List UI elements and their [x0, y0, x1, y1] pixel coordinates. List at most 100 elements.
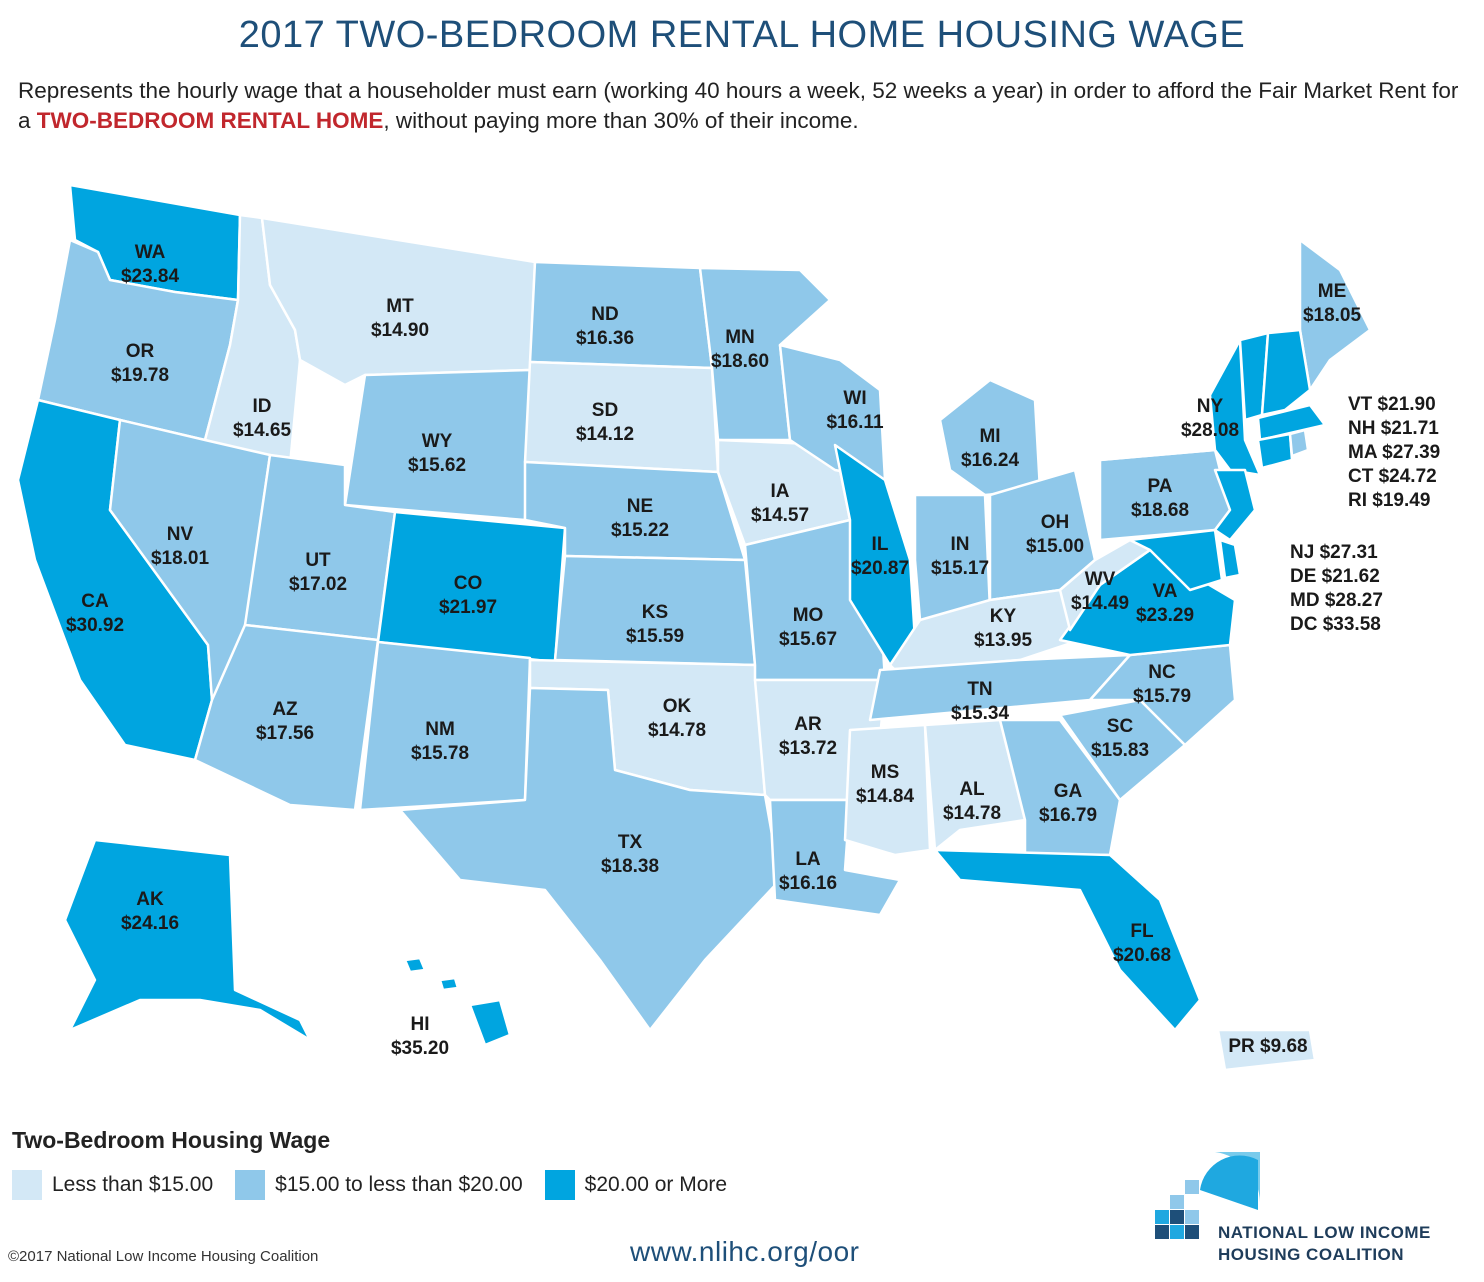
state-abbr-nc: NC — [1148, 662, 1176, 683]
state-abbr-sd: SD — [592, 400, 618, 421]
state-abbr-nv: NV — [167, 524, 194, 545]
state-wage-ny: $28.08 — [1181, 420, 1239, 441]
state-wage-in: $15.17 — [931, 558, 989, 579]
state-wage-nv: $18.01 — [151, 548, 210, 569]
state-shapes — [16, 183, 1372, 1072]
state-abbr-ar: AR — [794, 714, 822, 735]
state-wage-me: $18.05 — [1303, 305, 1362, 326]
state-al — [923, 718, 1027, 852]
state-tx — [398, 686, 782, 1032]
state-wage-mo: $15.67 — [779, 629, 837, 650]
state-wage-ky: $13.95 — [974, 630, 1033, 651]
state-abbr-tx: TX — [618, 832, 643, 853]
state-abbr-pa: PA — [1148, 476, 1173, 497]
midatlantic-list-item: NJ $27.31 — [1290, 542, 1378, 563]
state-abbr-il: IL — [872, 534, 889, 555]
state-abbr-ms: MS — [871, 762, 900, 783]
state-abbr-id: ID — [253, 396, 272, 417]
state-abbr-hi: HI — [411, 1014, 430, 1035]
northeast-list-item: CT $24.72 — [1348, 466, 1437, 487]
state-abbr-tn: TN — [967, 679, 992, 700]
state-ak — [63, 838, 312, 1042]
state-wage-nc: $15.79 — [1133, 686, 1191, 707]
website-link[interactable]: www.nlihc.org/oor — [630, 1236, 860, 1267]
state-nj — [1213, 468, 1257, 542]
state-wage-ks: $15.59 — [626, 626, 684, 647]
state-abbr-la: LA — [795, 849, 821, 870]
state-abbr-ak: AK — [136, 889, 164, 910]
legend-label-high: $20.00 or More — [584, 1173, 728, 1196]
northeast-list-item: RI $19.49 — [1348, 490, 1430, 511]
legend-swatch-low — [12, 1170, 42, 1200]
page-title: 2017 TWO-BEDROOM RENTAL HOME HOUSING WAG… — [238, 14, 1246, 56]
subtitle: Represents the hourly wage that a househ… — [18, 76, 1468, 136]
state-abbr-me: ME — [1318, 281, 1347, 302]
state-wage-az: $17.56 — [256, 723, 314, 744]
state-wage-ok: $14.78 — [648, 720, 706, 741]
state-wage-tx: $18.38 — [601, 856, 659, 877]
state-abbr-va: VA — [1153, 581, 1178, 602]
state-abbr-al: AL — [959, 779, 985, 800]
state-abbr-fl: FL — [1130, 921, 1154, 942]
legend-item-high: $20.00 or More — [544, 1170, 728, 1200]
midatlantic-list-item: DE $21.62 — [1290, 566, 1380, 587]
subtitle-part2: , without paying more than 30% of their … — [383, 108, 859, 133]
legend-swatch-mid — [235, 1170, 266, 1200]
state-abbr-mn: MN — [725, 327, 755, 348]
state-abbr-wi: WI — [843, 388, 866, 409]
state-wage-wv: $14.49 — [1071, 593, 1129, 614]
subtitle-emphasis: TWO-BEDROOM RENTAL HOME — [36, 108, 384, 133]
us-map: WA $23.84 OR $19.78 CA $30.92 ID $14.65 NV $18.01… — [16, 183, 1440, 1072]
state-ma — [1256, 403, 1327, 442]
northeast-list-item: MA $27.39 — [1348, 442, 1440, 463]
state-sd — [523, 360, 720, 474]
state-abbr-ks: KS — [642, 602, 668, 623]
state-wage-la: $16.16 — [779, 873, 837, 894]
state-wage-pa: $18.68 — [1131, 500, 1189, 521]
state-abbr-ne: NE — [627, 496, 653, 517]
state-wage-ar: $13.72 — [779, 738, 837, 759]
state-abbr-co: CO — [454, 573, 483, 594]
org-line2: HOUSING COALITION — [1218, 1245, 1405, 1264]
state-abbr-in: IN — [951, 534, 970, 555]
state-abbr-nm: NM — [425, 719, 455, 740]
state-wage-id: $14.65 — [233, 420, 292, 441]
legend-item-mid: $15.00 to less than $20.00 — [235, 1170, 523, 1200]
state-nh — [1260, 328, 1312, 417]
state-abbr-oh: OH — [1041, 512, 1070, 533]
state-wage-mi: $16.24 — [961, 450, 1020, 471]
state-abbr-ut: UT — [305, 550, 331, 571]
state-wage-ia: $14.57 — [751, 505, 809, 526]
subtitle-part1: Represents the hourly wage that a househ… — [18, 78, 1459, 133]
state-ms — [843, 723, 932, 857]
legend-item-low: Less than $15.00 — [12, 1170, 213, 1200]
state-labels: WA $23.84 OR $19.78 CA $30.92 ID $14.65 NV $18.01… — [66, 242, 1362, 1059]
legend-title: Two-Bedroom Housing Wage — [12, 1127, 331, 1153]
state-wage-il: $20.87 — [851, 558, 909, 579]
state-wage-va: $23.29 — [1136, 605, 1194, 626]
legend-label-mid: $15.00 to less than $20.00 — [275, 1173, 523, 1196]
state-fl — [933, 848, 1202, 1032]
state-wage-wy: $15.62 — [408, 455, 466, 476]
legend-label-low: Less than $15.00 — [52, 1173, 214, 1196]
state-wage-ca: $30.92 — [66, 615, 124, 636]
state-abbr-wy: WY — [422, 431, 453, 452]
state-abbr-or: OR — [126, 341, 155, 362]
state-wage-oh: $15.00 — [1026, 536, 1084, 557]
state-hi — [403, 956, 512, 1047]
state-ny — [1073, 338, 1262, 477]
state-wage-ak: $24.16 — [121, 913, 179, 934]
state-wage-or: $19.78 — [111, 365, 169, 386]
state-abbr-ky: KY — [990, 606, 1017, 627]
state-wage-hi: $35.20 — [391, 1038, 449, 1059]
state-wage-fl: $20.68 — [1113, 945, 1171, 966]
state-wage-ga: $16.79 — [1039, 805, 1097, 826]
org-line1: NATIONAL LOW INCOME — [1218, 1223, 1431, 1242]
state-wage-ne: $15.22 — [611, 520, 669, 541]
state-wage-nd: $16.36 — [576, 328, 634, 349]
state-abbr-ny: NY — [1197, 396, 1224, 417]
state-de — [1218, 538, 1242, 580]
state-wage-sd: $14.12 — [576, 424, 634, 445]
state-abbr-nd: ND — [591, 304, 618, 325]
northeast-list-item: VT $21.90 — [1348, 394, 1436, 415]
